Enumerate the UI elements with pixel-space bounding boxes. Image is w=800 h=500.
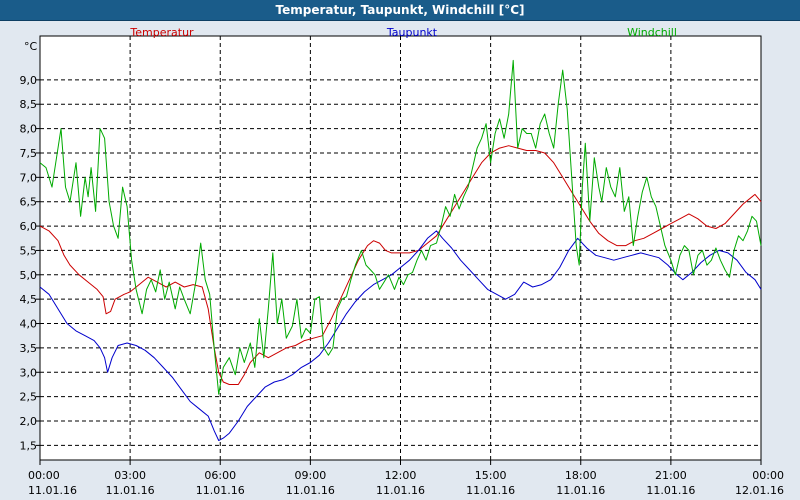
y-tick-label: 3,5: [20, 342, 38, 355]
series-line-windchill: [39, 59, 762, 395]
grid-lines: [40, 36, 761, 460]
y-tick-label: 5,0: [20, 269, 38, 282]
x-tick-time-label: 00:00: [752, 469, 784, 482]
x-tick-date-label: 11.01.16: [556, 484, 605, 497]
x-tick-date-label: 11.01.16: [106, 484, 155, 497]
legend-item-windchill: Windchill: [627, 26, 677, 39]
y-tick-label: 4,5: [20, 293, 38, 306]
x-tick-time-label: 09:00: [295, 469, 327, 482]
y-tick-label: 4,0: [20, 318, 38, 331]
y-axis-unit-label: °C: [24, 40, 38, 53]
series-lines: [39, 59, 762, 441]
y-tick-label: 2,5: [20, 391, 38, 404]
y-tick-label: 2,0: [20, 415, 38, 428]
x-tick-date-label: 11.01.16: [376, 484, 425, 497]
series-line-temperatur: [39, 145, 762, 385]
x-tick-time-label: 00:00: [28, 469, 60, 482]
y-tick-label: 3,0: [20, 366, 38, 379]
x-tick-time-label: 21:00: [655, 469, 687, 482]
x-tick-time-label: 03:00: [114, 469, 146, 482]
x-tick-date-label: 11.01.16: [286, 484, 335, 497]
x-tick-time-label: 12:00: [385, 469, 417, 482]
y-tick-label: 7,0: [20, 171, 38, 184]
y-tick-label: 5,5: [20, 244, 38, 257]
y-tick-label: 8,5: [20, 98, 38, 111]
legend: Temperatur Taupunkt Windchill: [129, 26, 677, 39]
x-tick-date-label: 12.01.16: [735, 484, 784, 497]
y-tick-label: 6,0: [20, 220, 38, 233]
x-tick-date-label: 11.01.16: [28, 484, 77, 497]
y-tick-label: 7,5: [20, 147, 38, 160]
x-tick-time-label: 15:00: [475, 469, 507, 482]
y-tick-label: 6,5: [20, 196, 38, 209]
chart-title: Temperatur, Taupunkt, Windchill [°C]: [0, 0, 800, 21]
x-tick-date-label: 11.01.16: [646, 484, 695, 497]
x-tick-date-label: 11.01.16: [196, 484, 245, 497]
x-axis-ticks: 00:00 11.01.16 03:00 11.01.16 06:00 11.01.16 0…: [28, 460, 784, 497]
x-tick-date-label: 11.01.16: [466, 484, 515, 497]
y-axis-ticks: 9,0 8,5 8,0 7,5 7,0 6,5 6,0 5,5 5,0 4,5 4,0 3,5 3,0 2…: [20, 74, 40, 452]
x-tick-time-label: 18:00: [565, 469, 597, 482]
y-tick-label: 1,5: [20, 439, 38, 452]
y-tick-label: 9,0: [20, 74, 38, 87]
legend-item-taupunkt: Taupunkt: [386, 26, 438, 39]
legend-item-temperatur: Temperatur: [129, 26, 194, 39]
x-tick-time-label: 06:00: [204, 469, 236, 482]
y-tick-label: 8,0: [20, 123, 38, 136]
